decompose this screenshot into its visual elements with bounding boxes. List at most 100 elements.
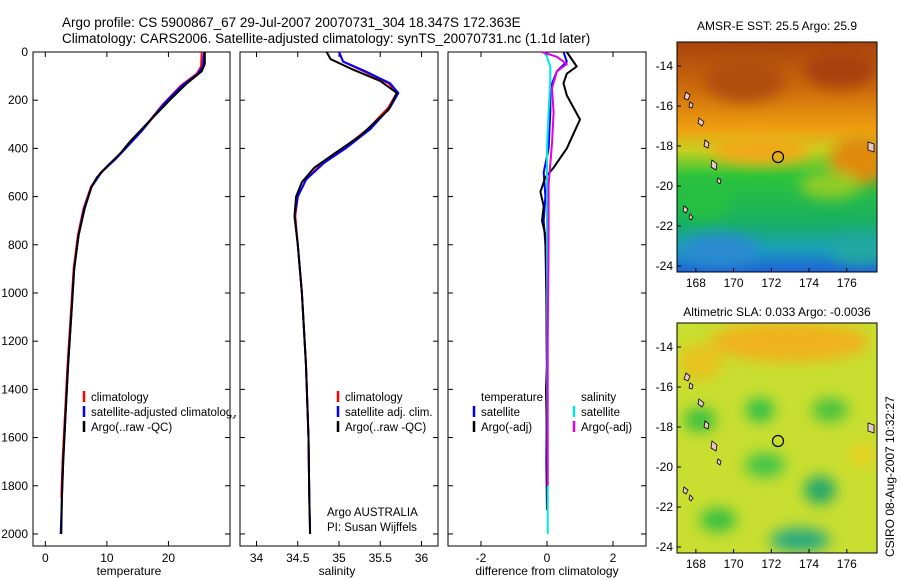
argo-position-marker (771, 434, 785, 448)
sla-high-west (678, 344, 722, 380)
legend-label: Argo(-adj) (481, 422, 532, 434)
island (688, 494, 694, 502)
sst-map-xtick-label: 174 (799, 276, 819, 290)
sst-map-frame (676, 41, 878, 273)
island (710, 440, 718, 452)
sla-map-title: Altimetric SLA: 0.033 Argo: -0.0036 (683, 305, 871, 319)
depth-tick-label: 1800 (1, 479, 28, 493)
temperature-plot: 0 10 2002004006008001000120014001600180020… (1, 45, 230, 565)
depth-tick-label: 600 (8, 190, 28, 204)
temperature-xlabel: temperature (97, 564, 162, 578)
sst-map-xtick-label: 170 (724, 276, 744, 290)
island (703, 139, 710, 149)
sst-field (677, 42, 877, 272)
island (688, 101, 694, 109)
sst-islands (682, 91, 875, 221)
island (683, 91, 691, 101)
island (710, 159, 718, 171)
sst-warm-core (705, 58, 785, 102)
sst-blue-sw (680, 234, 760, 266)
sla-map-frame (676, 322, 878, 554)
legend-overflow-mask (229, 395, 239, 415)
argo-position-marker (771, 150, 785, 164)
sla-patches (678, 323, 876, 552)
difference-xtick-label: 0 (544, 551, 551, 565)
sst-map-xtick-label: 176 (837, 276, 857, 290)
sla-map-ytick-label: -24 (656, 540, 674, 554)
difference-xtick-label: 2 (610, 551, 617, 565)
sst-map-ytick-label: -24 (656, 259, 674, 273)
island (867, 422, 875, 434)
sst-orange-band (710, 136, 810, 164)
sla-low-2 (684, 408, 716, 432)
sla-high-east (848, 443, 876, 467)
island (716, 177, 722, 185)
sla-high-north (710, 323, 870, 362)
sla-map-xtick-label: 174 (799, 557, 819, 571)
sla-map-ytick-label: -18 (656, 420, 674, 434)
salinity-legend: climatology satellite adj. clim. Argo(..… (327, 391, 433, 534)
island (688, 213, 694, 221)
depth-tick-label: 1000 (1, 286, 28, 300)
argo-annotation-line-1: Argo AUSTRALIA (327, 507, 418, 519)
legend-label: satellite (581, 407, 620, 419)
sla-low-3 (812, 398, 848, 422)
sst-teal-se (830, 236, 877, 264)
temperature-panel-right-edge (229, 52, 231, 546)
sst-map-ytick-label: -14 (656, 59, 674, 73)
depth-tick-label: 1600 (1, 431, 28, 445)
legend-label: Argo(..raw -QC) (91, 422, 172, 434)
sst-map-ytick-label: -20 (656, 179, 674, 193)
difference-xtick-label: -2 (476, 551, 487, 565)
island (697, 117, 705, 127)
sst-green-west (679, 180, 731, 220)
sla-map-xtick-label: 168 (686, 557, 706, 571)
series-line (293, 51, 398, 535)
depth-tick-label: 200 (8, 93, 28, 107)
legend-label: Argo(..raw -QC) (345, 422, 426, 434)
sst-map-ytick-label: -22 (656, 219, 674, 233)
sla-map-ytick-label: -20 (656, 460, 674, 474)
depth-tick-label: 1200 (1, 334, 28, 348)
difference-plot: -2 0 2 (448, 51, 646, 565)
island (716, 458, 722, 466)
sla-map-ytick-label: -16 (656, 380, 674, 394)
temperature-xtick-label: 0 (42, 551, 49, 565)
sst-yellow-green (800, 171, 860, 199)
island (867, 141, 875, 153)
title-line-1: Argo profile: CS 5900867_67 29-Jul-2007 … (62, 15, 521, 30)
salinity-xtick-label: 34 (250, 551, 264, 565)
salinity-plot: 34 34.5 35 35.5 36 (240, 51, 438, 565)
salinity-xtick-label: 36 (415, 551, 429, 565)
sla-low-1 (746, 398, 774, 422)
sla-islands (682, 372, 875, 502)
sla-map-xtick-label: 172 (761, 557, 781, 571)
difference-legend: temperature salinity satellite Argo(-adj… (472, 392, 632, 434)
sla-low-4 (745, 453, 785, 477)
sla-low-7 (770, 528, 830, 552)
sst-map-xtick-label: 168 (686, 276, 706, 290)
argo-annotation-line-2: PI: Susan Wijffels (327, 522, 417, 534)
island (688, 382, 694, 390)
legend-label: satellite adj. clim. (345, 407, 433, 419)
sst-map-ytick-label: -18 (656, 139, 674, 153)
legend-label: satellite (481, 407, 520, 419)
legend-label: Argo(-adj) (581, 422, 632, 434)
sla-low-6 (700, 508, 736, 532)
sla-field (677, 323, 877, 553)
salinity-panel (239, 51, 439, 547)
salinity-xtick-label: 35.5 (369, 551, 393, 565)
sla-low-5 (804, 476, 836, 504)
depth-tick-label: 400 (8, 141, 28, 155)
legend-label: climatology (345, 392, 403, 404)
sst-patches (679, 52, 877, 266)
sla-map-xtick-label: 176 (837, 557, 857, 571)
legend-header-salinity: salinity (581, 392, 616, 404)
depth-tick-label: 0 (21, 45, 28, 59)
sst-warm-core-east (805, 52, 875, 88)
legend-label: satellite-adjusted climatology (91, 407, 238, 419)
temperature-xtick-label: 20 (162, 551, 176, 565)
depth-tick-label: 2000 (1, 527, 28, 541)
island (682, 486, 689, 495)
